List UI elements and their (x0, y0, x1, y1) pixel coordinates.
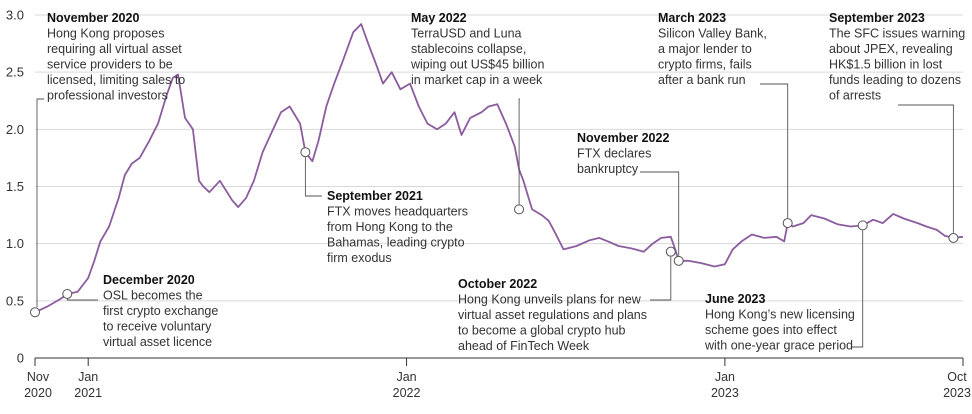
annotation-nov-2020: November 2020 Hong Kong proposesrequiring… (30, 11, 185, 318)
annotation-sep-2023: September 2023 The SFC issues warningabou… (829, 11, 965, 243)
annotation-text-line: The SFC issues warning (829, 27, 965, 41)
y-tick-label: 2.0 (6, 122, 24, 137)
x-tick-label: 2023 (711, 386, 739, 400)
annotation-title: October 2022 (458, 277, 537, 291)
annotation-text-line: TerraUSD and Luna (411, 27, 522, 41)
annotation-mar-2023: March 2023 Silicon Valley Bank,a major le… (658, 11, 793, 229)
annotations: November 2020 Hong Kong proposesrequiring… (30, 11, 965, 353)
annotation-title: September 2021 (327, 189, 423, 203)
annotation-title: September 2023 (829, 11, 925, 25)
annotation-text-line: from Hong Kong to the (327, 220, 453, 234)
annotation-text-line: ahead of FinTech Week (458, 339, 590, 353)
annotation-text-line: with one-year grace period (704, 339, 853, 353)
annotation-marker (782, 218, 793, 229)
annotation-text-line: Hong Kong’s new licensing (705, 308, 855, 322)
annotation-title: November 2022 (577, 131, 669, 145)
annotation-leader-line (66, 299, 98, 301)
x-tick-label: 2020 (24, 386, 52, 400)
annotation-text-line: to become a global crypto hub (458, 324, 626, 338)
gridlines (35, 14, 963, 359)
annotation-text-line: crypto firms, fails (658, 58, 752, 72)
annotation-text-line: FTX moves headquarters (327, 205, 468, 219)
annotation-leader-line (898, 104, 954, 233)
annotation-title: June 2023 (705, 292, 766, 306)
annotation-text-line: Hong Kong unveils plans for new (458, 293, 642, 307)
annotation-text-line: of arrests (829, 89, 881, 103)
annotation-title: May 2022 (411, 11, 467, 25)
y-tick-label: 1.5 (6, 179, 24, 194)
annotation-sep-2021: September 2021 FTX moves headquartersfrom… (300, 147, 468, 265)
x-tick-label: Nov (27, 370, 50, 384)
price-series-line (34, 23, 964, 314)
annotation-text-line: OSL becomes the (103, 289, 203, 303)
annotation-title: March 2023 (658, 11, 726, 25)
x-tick-label: Oct (947, 370, 967, 384)
annotation-leader-line (36, 98, 44, 308)
y-tick-label: 2.5 (6, 65, 24, 80)
annotation-text-line: firm exodus (327, 251, 392, 265)
y-tick-label: 3.0 (6, 8, 24, 23)
series-layer (34, 23, 964, 314)
x-tick-label: Jan (715, 370, 735, 384)
annotation-text-line: virtual asset licence (103, 335, 212, 349)
y-tick-label: 0.5 (6, 293, 24, 308)
annotation-text-line: after a bank run (658, 73, 746, 87)
annotation-marker (300, 147, 311, 158)
annotation-text-line: about JPEX, revealing (829, 42, 953, 56)
axes: 0 0.5 1.0 1.5 2.0 2.5 3.0 Nov 2020 Jan 2021 Jan 2022… (6, 8, 971, 401)
annotation-title: December 2020 (103, 273, 195, 287)
annotation-text-line: virtual asset regulations and plans (458, 308, 647, 322)
annotation-title: November 2020 (47, 11, 139, 25)
x-tick-label: 2022 (393, 386, 421, 400)
annotation-marker (30, 307, 40, 318)
annotation-text-line: requiring all virtual asset (47, 42, 182, 56)
annotation-leader-line (650, 256, 672, 301)
annotation-marker (514, 204, 525, 215)
annotation-text-line: service providers to be (47, 58, 173, 72)
annotation-text-line: professional investors (47, 89, 168, 103)
annotation-oct-2022: October 2022 Hong Kong unveils plans for … (458, 246, 676, 353)
annotation-text-line: to receive voluntary (103, 320, 212, 334)
annotation-marker (857, 220, 868, 231)
y-tick-label: 0 (17, 351, 24, 366)
annotation-text-line: Bahamas, leading crypto (327, 236, 465, 250)
annotation-text-line: scheme goes into effect (705, 323, 837, 337)
annotation-leader-line (518, 98, 520, 205)
annotation-text-line: licensed, limiting sales to (47, 73, 185, 87)
annotation-text-line: Hong Kong proposes (47, 27, 164, 41)
annotation-text-line: Silicon Valley Bank, (658, 27, 767, 41)
annotation-text-line: bankruptcy (577, 162, 639, 176)
annotation-leader-line (640, 171, 680, 256)
x-tick-label: 2021 (74, 386, 102, 400)
annotation-text-line: wiping out US$45 billion (410, 58, 544, 72)
annotation-jun-2023: June 2023 Hong Kong’s new licensingscheme… (704, 220, 868, 353)
annotation-leader-line (760, 83, 789, 219)
annotation-marker (948, 232, 959, 243)
annotation-text-line: in market cap in a week (411, 73, 543, 87)
annotation-text-line: funds leading to dozens (829, 73, 961, 87)
annotation-marker (673, 255, 684, 266)
annotation-leader-line (304, 157, 322, 197)
annotation-marker (665, 246, 676, 257)
annotation-text-line: stablecoins collapse, (411, 42, 526, 56)
y-tick-label: 1.0 (6, 236, 24, 251)
annotation-marker (62, 288, 73, 299)
x-tick-label: Jan (396, 370, 416, 384)
annotation-text-line: FTX declares (577, 147, 651, 161)
annotation-text-line: first crypto exchange (103, 304, 218, 318)
x-tick-label: Jan (78, 370, 98, 384)
annotation-leader-line (852, 230, 864, 348)
x-tick-label: 2023 (943, 386, 971, 400)
annotation-text-line: HK$1.5 billion in lost (829, 58, 943, 72)
annotation-text-line: a major lender to (658, 42, 752, 56)
